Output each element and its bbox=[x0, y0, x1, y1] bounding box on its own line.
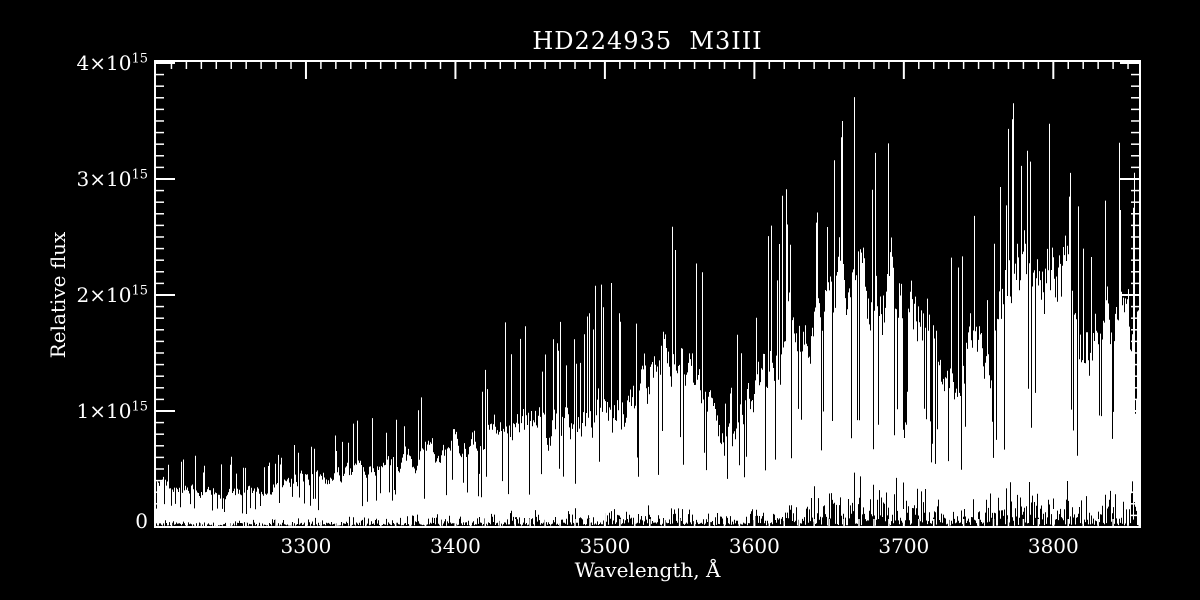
y-axis-label: Relative flux bbox=[46, 231, 70, 359]
x-tick-label: 3300 bbox=[280, 534, 332, 558]
x-axis-label: Wavelength, Å bbox=[574, 558, 721, 582]
y-tick-label: 1×1015 bbox=[76, 398, 148, 423]
x-tick-label: 3400 bbox=[429, 534, 481, 558]
plot-title: HD224935 M3III bbox=[532, 27, 763, 55]
x-tick-label: 3700 bbox=[878, 534, 930, 558]
y-tick-label: 4×1015 bbox=[76, 50, 148, 75]
y-tick-label: 3×1015 bbox=[76, 166, 148, 191]
x-tick-label: 3600 bbox=[728, 534, 780, 558]
x-tick-label: 3800 bbox=[1027, 534, 1079, 558]
y-tick-label: 2×1015 bbox=[76, 282, 148, 307]
spectrum-series-path bbox=[155, 97, 1141, 527]
x-tick-label: 3500 bbox=[579, 534, 631, 558]
y-tick-label: 0 bbox=[135, 509, 148, 533]
